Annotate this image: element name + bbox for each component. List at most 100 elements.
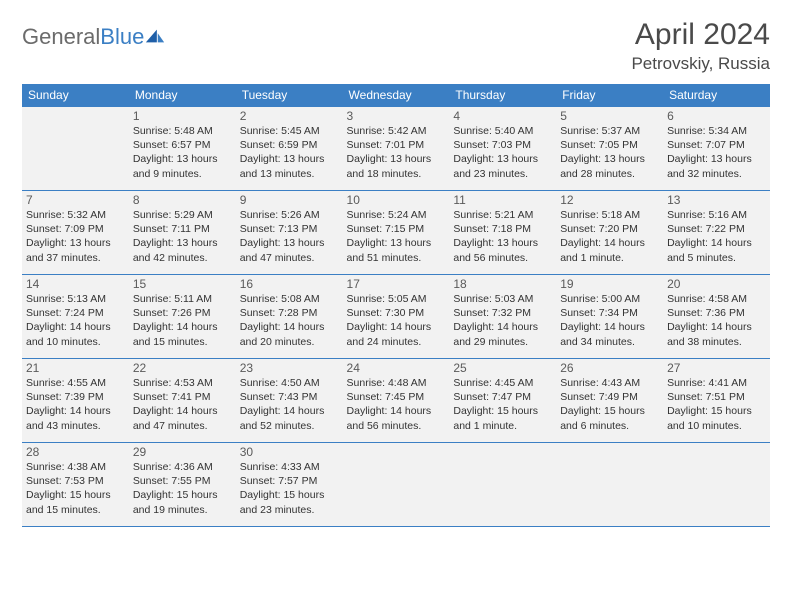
brand-name-part2: Blue <box>100 24 144 49</box>
sunrise-line: Sunrise: 4:48 AM <box>347 376 446 390</box>
day-info: Sunrise: 5:21 AMSunset: 7:18 PMDaylight:… <box>453 208 552 265</box>
calendar-cell: 25Sunrise: 4:45 AMSunset: 7:47 PMDayligh… <box>449 359 556 443</box>
day-info: Sunrise: 5:08 AMSunset: 7:28 PMDaylight:… <box>240 292 339 349</box>
calendar-cell: 16Sunrise: 5:08 AMSunset: 7:28 PMDayligh… <box>236 275 343 359</box>
day-info: Sunrise: 4:55 AMSunset: 7:39 PMDaylight:… <box>26 376 125 433</box>
day-number: 4 <box>453 109 552 123</box>
sunset-line: Sunset: 7:57 PM <box>240 474 339 488</box>
calendar-cell: 12Sunrise: 5:18 AMSunset: 7:20 PMDayligh… <box>556 191 663 275</box>
calendar-page: GeneralBlue April 2024 Petrovskiy, Russi… <box>0 0 792 545</box>
sunset-line: Sunset: 6:59 PM <box>240 138 339 152</box>
sunset-line: Sunset: 7:07 PM <box>667 138 766 152</box>
sunrise-line: Sunrise: 5:45 AM <box>240 124 339 138</box>
sunrise-line: Sunrise: 5:34 AM <box>667 124 766 138</box>
location-label: Petrovskiy, Russia <box>631 54 770 74</box>
day-number: 5 <box>560 109 659 123</box>
day-number: 30 <box>240 445 339 459</box>
day-info: Sunrise: 5:03 AMSunset: 7:32 PMDaylight:… <box>453 292 552 349</box>
daylight-line: Daylight: 14 hours and 43 minutes. <box>26 404 125 432</box>
weekday-header: Tuesday <box>236 84 343 107</box>
sunset-line: Sunset: 7:41 PM <box>133 390 232 404</box>
sunset-line: Sunset: 7:11 PM <box>133 222 232 236</box>
day-number: 24 <box>347 361 446 375</box>
daylight-line: Daylight: 14 hours and 47 minutes. <box>133 404 232 432</box>
day-info: Sunrise: 5:42 AMSunset: 7:01 PMDaylight:… <box>347 124 446 181</box>
day-info: Sunrise: 4:33 AMSunset: 7:57 PMDaylight:… <box>240 460 339 517</box>
calendar-cell: 4Sunrise: 5:40 AMSunset: 7:03 PMDaylight… <box>449 107 556 191</box>
sunrise-line: Sunrise: 4:43 AM <box>560 376 659 390</box>
daylight-line: Daylight: 15 hours and 1 minute. <box>453 404 552 432</box>
calendar-cell: 8Sunrise: 5:29 AMSunset: 7:11 PMDaylight… <box>129 191 236 275</box>
calendar-cell: 30Sunrise: 4:33 AMSunset: 7:57 PMDayligh… <box>236 443 343 527</box>
sunrise-line: Sunrise: 5:21 AM <box>453 208 552 222</box>
sunset-line: Sunset: 7:34 PM <box>560 306 659 320</box>
day-number: 12 <box>560 193 659 207</box>
day-number: 21 <box>26 361 125 375</box>
sunrise-line: Sunrise: 5:29 AM <box>133 208 232 222</box>
daylight-line: Daylight: 13 hours and 37 minutes. <box>26 236 125 264</box>
daylight-line: Daylight: 14 hours and 56 minutes. <box>347 404 446 432</box>
title-block: April 2024 Petrovskiy, Russia <box>631 18 770 74</box>
page-header: GeneralBlue April 2024 Petrovskiy, Russi… <box>22 18 770 74</box>
calendar-row: 21Sunrise: 4:55 AMSunset: 7:39 PMDayligh… <box>22 359 770 443</box>
calendar-table: SundayMondayTuesdayWednesdayThursdayFrid… <box>22 84 770 527</box>
day-number: 1 <box>133 109 232 123</box>
calendar-cell: 26Sunrise: 4:43 AMSunset: 7:49 PMDayligh… <box>556 359 663 443</box>
calendar-cell: 28Sunrise: 4:38 AMSunset: 7:53 PMDayligh… <box>22 443 129 527</box>
weekday-header: Friday <box>556 84 663 107</box>
daylight-line: Daylight: 13 hours and 51 minutes. <box>347 236 446 264</box>
sunset-line: Sunset: 7:49 PM <box>560 390 659 404</box>
day-number: 6 <box>667 109 766 123</box>
daylight-line: Daylight: 13 hours and 9 minutes. <box>133 152 232 180</box>
sunrise-line: Sunrise: 4:45 AM <box>453 376 552 390</box>
day-number: 26 <box>560 361 659 375</box>
day-info: Sunrise: 5:37 AMSunset: 7:05 PMDaylight:… <box>560 124 659 181</box>
daylight-line: Daylight: 13 hours and 18 minutes. <box>347 152 446 180</box>
daylight-line: Daylight: 13 hours and 28 minutes. <box>560 152 659 180</box>
sunset-line: Sunset: 7:28 PM <box>240 306 339 320</box>
daylight-line: Daylight: 14 hours and 20 minutes. <box>240 320 339 348</box>
day-info: Sunrise: 5:45 AMSunset: 6:59 PMDaylight:… <box>240 124 339 181</box>
sunrise-line: Sunrise: 4:58 AM <box>667 292 766 306</box>
daylight-line: Daylight: 13 hours and 42 minutes. <box>133 236 232 264</box>
day-number: 14 <box>26 277 125 291</box>
calendar-cell: 29Sunrise: 4:36 AMSunset: 7:55 PMDayligh… <box>129 443 236 527</box>
sunrise-line: Sunrise: 5:42 AM <box>347 124 446 138</box>
calendar-cell <box>22 107 129 191</box>
sunrise-line: Sunrise: 4:53 AM <box>133 376 232 390</box>
calendar-cell: 24Sunrise: 4:48 AMSunset: 7:45 PMDayligh… <box>343 359 450 443</box>
calendar-cell: 5Sunrise: 5:37 AMSunset: 7:05 PMDaylight… <box>556 107 663 191</box>
sunset-line: Sunset: 7:47 PM <box>453 390 552 404</box>
day-number: 22 <box>133 361 232 375</box>
calendar-cell <box>343 443 450 527</box>
day-number: 27 <box>667 361 766 375</box>
calendar-cell: 13Sunrise: 5:16 AMSunset: 7:22 PMDayligh… <box>663 191 770 275</box>
sunrise-line: Sunrise: 5:08 AM <box>240 292 339 306</box>
sunset-line: Sunset: 6:57 PM <box>133 138 232 152</box>
day-number: 23 <box>240 361 339 375</box>
sunset-line: Sunset: 7:01 PM <box>347 138 446 152</box>
day-number: 3 <box>347 109 446 123</box>
sunset-line: Sunset: 7:22 PM <box>667 222 766 236</box>
month-title: April 2024 <box>631 18 770 52</box>
weekday-header: Thursday <box>449 84 556 107</box>
daylight-line: Daylight: 13 hours and 32 minutes. <box>667 152 766 180</box>
day-number: 11 <box>453 193 552 207</box>
calendar-cell <box>663 443 770 527</box>
sunrise-line: Sunrise: 4:50 AM <box>240 376 339 390</box>
daylight-line: Daylight: 15 hours and 6 minutes. <box>560 404 659 432</box>
day-number: 29 <box>133 445 232 459</box>
day-info: Sunrise: 4:53 AMSunset: 7:41 PMDaylight:… <box>133 376 232 433</box>
sunrise-line: Sunrise: 4:38 AM <box>26 460 125 474</box>
sunrise-line: Sunrise: 5:13 AM <box>26 292 125 306</box>
calendar-cell: 22Sunrise: 4:53 AMSunset: 7:41 PMDayligh… <box>129 359 236 443</box>
calendar-row: 28Sunrise: 4:38 AMSunset: 7:53 PMDayligh… <box>22 443 770 527</box>
brand-logo: GeneralBlue <box>22 18 166 50</box>
sunrise-line: Sunrise: 5:32 AM <box>26 208 125 222</box>
sunrise-line: Sunrise: 5:48 AM <box>133 124 232 138</box>
daylight-line: Daylight: 14 hours and 24 minutes. <box>347 320 446 348</box>
day-number: 8 <box>133 193 232 207</box>
sunset-line: Sunset: 7:24 PM <box>26 306 125 320</box>
day-info: Sunrise: 5:11 AMSunset: 7:26 PMDaylight:… <box>133 292 232 349</box>
sunset-line: Sunset: 7:36 PM <box>667 306 766 320</box>
